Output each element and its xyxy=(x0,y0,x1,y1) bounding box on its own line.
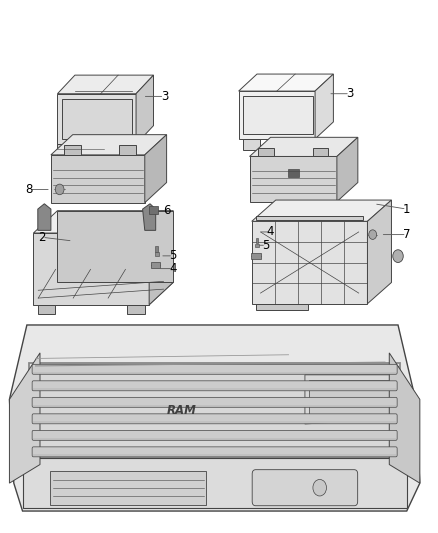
Bar xyxy=(151,262,160,268)
FancyBboxPatch shape xyxy=(32,447,397,457)
Bar xyxy=(243,96,313,134)
FancyBboxPatch shape xyxy=(32,430,397,440)
Bar xyxy=(62,99,132,139)
Bar xyxy=(258,148,274,157)
Bar xyxy=(309,380,391,418)
Polygon shape xyxy=(149,211,173,305)
Text: 5: 5 xyxy=(262,239,270,252)
Text: 2: 2 xyxy=(39,231,46,244)
Bar xyxy=(288,169,299,177)
Polygon shape xyxy=(38,204,51,230)
Polygon shape xyxy=(305,375,395,424)
Polygon shape xyxy=(389,353,420,483)
Text: 8: 8 xyxy=(25,183,33,196)
Polygon shape xyxy=(57,144,73,158)
Polygon shape xyxy=(293,139,311,150)
Polygon shape xyxy=(315,74,333,139)
Polygon shape xyxy=(33,233,149,305)
Polygon shape xyxy=(10,353,40,483)
Polygon shape xyxy=(57,94,136,144)
Bar xyxy=(149,206,158,214)
Polygon shape xyxy=(51,155,145,203)
Text: 3: 3 xyxy=(346,87,353,100)
Polygon shape xyxy=(143,204,155,230)
Text: 1: 1 xyxy=(403,203,410,215)
Text: 6: 6 xyxy=(163,204,170,217)
Circle shape xyxy=(55,184,64,195)
Bar xyxy=(50,471,206,505)
Polygon shape xyxy=(250,138,358,157)
Text: RAM: RAM xyxy=(167,404,197,417)
Polygon shape xyxy=(121,144,136,158)
Bar xyxy=(155,252,159,256)
Text: 3: 3 xyxy=(161,90,168,103)
Circle shape xyxy=(369,230,377,239)
FancyBboxPatch shape xyxy=(32,397,397,407)
Polygon shape xyxy=(239,91,315,139)
Bar xyxy=(251,253,261,259)
Polygon shape xyxy=(33,282,173,305)
Polygon shape xyxy=(57,211,173,282)
Polygon shape xyxy=(252,221,367,304)
FancyBboxPatch shape xyxy=(32,381,397,391)
Polygon shape xyxy=(57,75,153,94)
Bar xyxy=(256,216,363,220)
Bar xyxy=(64,146,81,155)
FancyBboxPatch shape xyxy=(32,365,397,374)
Bar xyxy=(155,246,158,252)
Polygon shape xyxy=(239,74,333,91)
Text: 4: 4 xyxy=(170,262,177,275)
Polygon shape xyxy=(337,138,358,201)
Polygon shape xyxy=(250,157,337,201)
Bar xyxy=(38,305,55,314)
Circle shape xyxy=(393,250,403,263)
Polygon shape xyxy=(22,458,407,508)
Polygon shape xyxy=(10,325,420,511)
Circle shape xyxy=(313,480,326,496)
Polygon shape xyxy=(136,75,153,144)
Text: 7: 7 xyxy=(403,228,410,241)
Polygon shape xyxy=(252,200,392,221)
FancyBboxPatch shape xyxy=(252,470,358,506)
Polygon shape xyxy=(367,200,392,304)
Bar xyxy=(127,305,145,314)
Bar xyxy=(256,238,258,243)
Polygon shape xyxy=(51,135,166,155)
Text: 5: 5 xyxy=(170,249,177,262)
Bar xyxy=(313,148,328,157)
FancyBboxPatch shape xyxy=(32,414,397,424)
Polygon shape xyxy=(31,366,398,455)
Polygon shape xyxy=(243,139,261,150)
Polygon shape xyxy=(145,135,166,203)
Polygon shape xyxy=(33,211,173,233)
Bar xyxy=(255,244,259,247)
Bar xyxy=(256,304,308,310)
Bar xyxy=(119,146,136,155)
Text: 4: 4 xyxy=(267,225,274,238)
